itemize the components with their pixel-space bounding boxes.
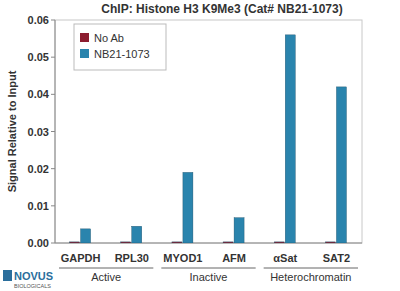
logo-text: NOVUS <box>14 270 53 282</box>
logo-mark <box>3 270 12 281</box>
plot-frame <box>55 20 362 243</box>
bar <box>223 242 233 243</box>
legend: No Ab NB21-1073 <box>74 24 166 70</box>
bar <box>132 226 142 243</box>
y-tick-label: 0.00 <box>28 237 49 249</box>
group-label: Inactive <box>190 271 228 283</box>
y-tick-label: 0.03 <box>28 126 49 138</box>
x-tick-label: SAT2 <box>323 252 350 264</box>
bar <box>81 229 91 243</box>
x-tick-label: GAPDH <box>61 252 101 264</box>
group-label: Heterochromatin <box>270 271 351 283</box>
bar <box>234 218 244 243</box>
x-tick-label: αSat <box>273 252 297 264</box>
y-tick-label: 0.04 <box>28 88 50 100</box>
x-axis <box>55 243 362 244</box>
title: ChIP: Histone H3 K9Me3 (Cat# NB21-1073) <box>101 2 342 16</box>
bar <box>325 242 335 243</box>
legend-box <box>74 24 166 70</box>
y-tick <box>51 168 55 169</box>
group-label: Active <box>91 271 121 283</box>
legend-label: NB21-1073 <box>94 48 150 60</box>
group-line <box>264 268 358 269</box>
y-tick-label: 0.05 <box>28 51 49 63</box>
group-line <box>59 268 153 269</box>
chart: ChIP: Histone H3 K9Me3 (Cat# NB21-1073) S… <box>0 0 400 291</box>
legend-swatch <box>80 49 89 58</box>
bar <box>121 242 131 243</box>
bar <box>336 87 346 243</box>
y-axis <box>55 20 56 243</box>
y-tick-label: 0.06 <box>28 14 49 26</box>
bar <box>172 242 182 243</box>
x-tick-label: AFM <box>222 252 246 264</box>
bar <box>285 35 295 243</box>
y-tick <box>51 131 55 132</box>
bar <box>183 172 193 243</box>
y-tick <box>51 243 55 244</box>
y-tick <box>51 205 55 206</box>
group-line <box>161 268 255 269</box>
bar <box>70 242 80 243</box>
y-tick <box>51 94 55 95</box>
x-tick-label: MYOD1 <box>163 252 202 264</box>
y-tick <box>51 57 55 58</box>
bar <box>274 242 284 243</box>
y-tick <box>51 20 55 21</box>
y-axis-label: Signal Relative to Input <box>6 70 18 192</box>
legend-label: No Ab <box>94 32 124 44</box>
legend-swatch <box>80 33 89 42</box>
x-tick-label: RPL30 <box>115 252 149 264</box>
y-tick-label: 0.01 <box>28 200 49 212</box>
logo-subtext: BIOLOGICALS <box>14 283 51 289</box>
y-tick-label: 0.02 <box>28 163 49 175</box>
